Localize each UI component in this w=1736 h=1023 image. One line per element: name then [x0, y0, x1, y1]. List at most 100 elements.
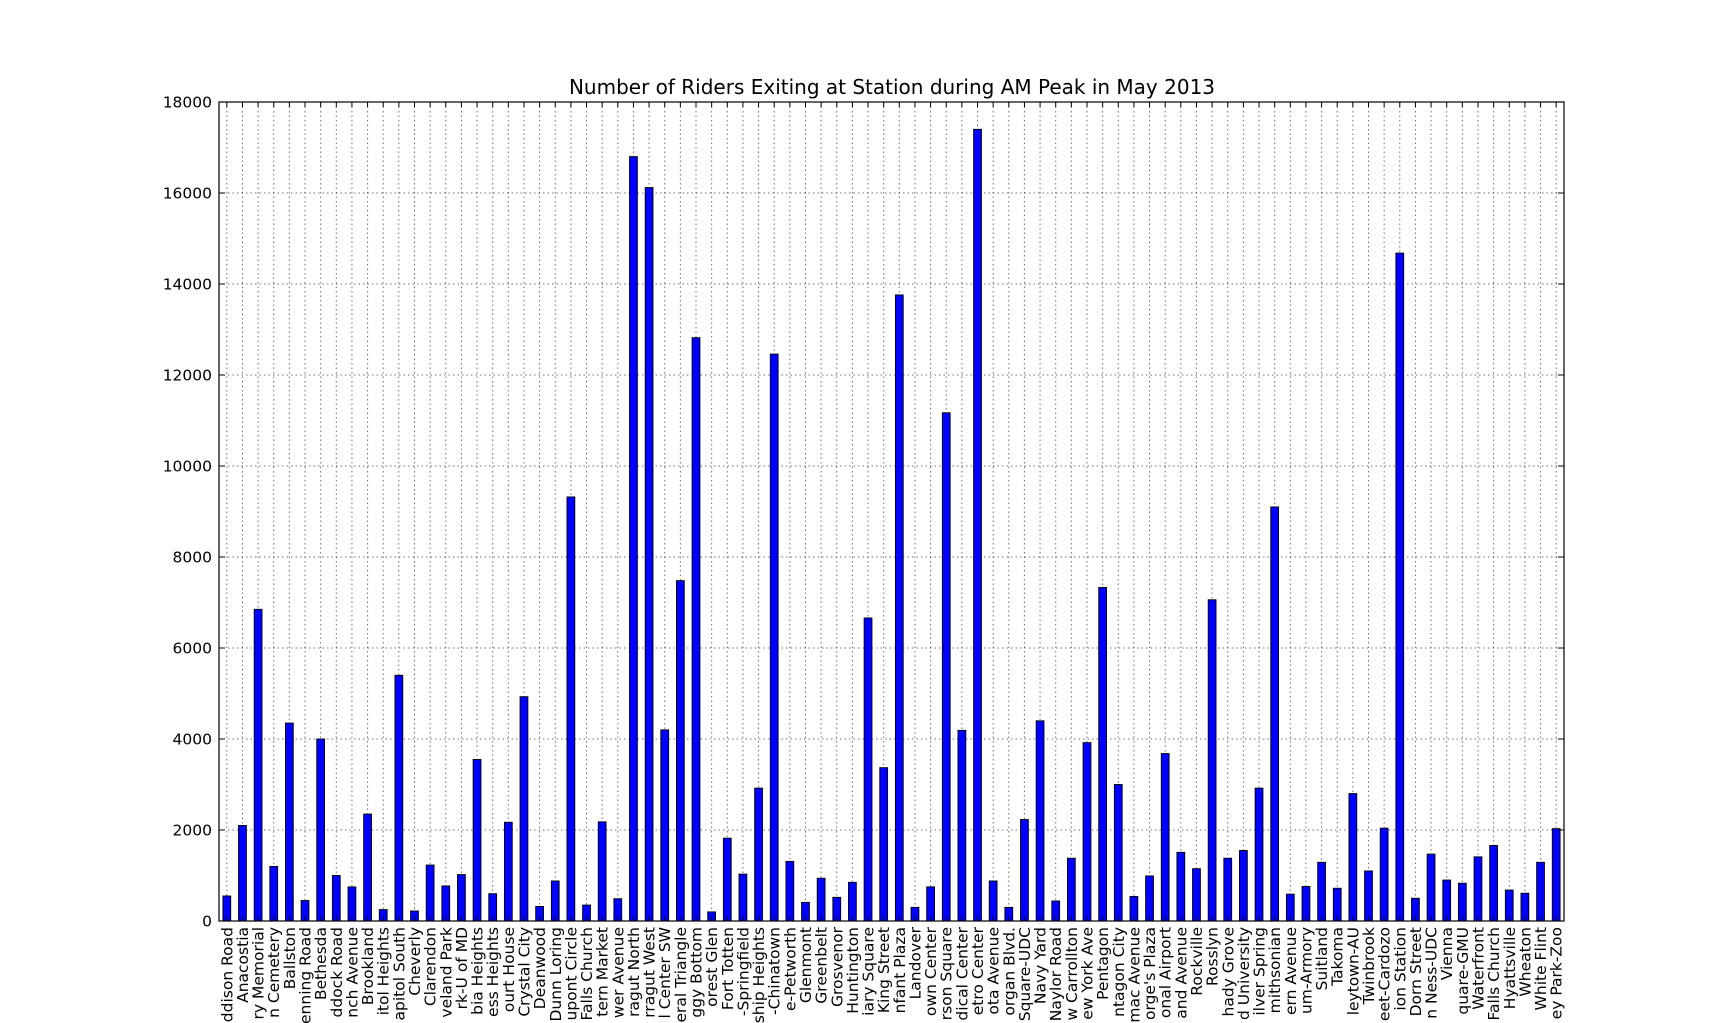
bar — [629, 156, 638, 922]
bar — [1192, 868, 1201, 922]
x-tick-label: rk-U of MD — [453, 927, 471, 1009]
x-tick-label: ggy Bottom — [688, 927, 706, 1018]
bar — [285, 722, 294, 922]
bar — [1364, 870, 1373, 922]
x-tick-label: l Center SW — [656, 927, 674, 1019]
bar — [660, 729, 670, 922]
x-tick-label: Cheverly — [406, 927, 424, 996]
bar — [1098, 587, 1107, 922]
x-tick-label: Rockville — [1188, 927, 1206, 996]
x-tick-label: ern Avenue — [1282, 927, 1300, 1015]
bar — [941, 412, 951, 922]
bar — [1395, 252, 1405, 922]
bar — [722, 837, 732, 922]
y-tick-label: 4000 — [173, 731, 212, 749]
x-tick-label: n Cemetery — [265, 927, 283, 1018]
bar — [1457, 882, 1467, 922]
x-tick-label: mithsonian — [1266, 927, 1284, 1013]
bar — [1035, 720, 1045, 922]
bar — [1426, 853, 1436, 922]
x-tick-label: ota Avenue — [985, 927, 1003, 1015]
bar — [566, 496, 576, 922]
x-tick-label: Navy Yard — [1032, 927, 1050, 1004]
bar — [316, 738, 326, 922]
bar — [644, 187, 654, 922]
x-tick-label: orge's Plaza — [1141, 927, 1159, 1020]
y-tick-label: 2000 — [173, 822, 212, 840]
bar — [879, 767, 889, 922]
x-tick-label: onal Airport — [1157, 927, 1175, 1018]
x-tick-label: bia Heights — [469, 927, 487, 1015]
bar — [550, 880, 560, 922]
bar — [1145, 875, 1154, 922]
bar — [988, 880, 998, 922]
x-tick-label: Square-UDC — [1016, 927, 1034, 1021]
x-tick-label: and Avenue — [1172, 927, 1190, 1019]
x-tick-label: nch Avenue — [343, 927, 361, 1018]
x-tick-label: Grosvenor — [828, 926, 846, 1007]
bar — [957, 729, 967, 922]
x-tick-label: ragut North — [625, 927, 643, 1017]
x-tick-label: etro Center — [969, 926, 987, 1015]
x-tick-label: Wheaton — [1516, 927, 1534, 997]
x-tick-label: ion Station — [1391, 927, 1409, 1011]
x-tick-label: um-Armory — [1297, 927, 1315, 1014]
x-tick-label: iary Square — [860, 927, 878, 1016]
bar — [785, 860, 795, 922]
x-tick-label: n Ness-UDC — [1423, 927, 1441, 1019]
x-tick-label: Takoma — [1329, 927, 1347, 987]
bar — [691, 337, 701, 922]
x-tick-label: rson Square — [938, 927, 956, 1020]
bar — [1442, 879, 1452, 922]
bar — [597, 821, 607, 922]
x-tick-label: Fort Totten — [719, 927, 737, 1010]
x-tick-label: Crystal City — [515, 927, 533, 1017]
x-tick-label: Suitland — [1313, 927, 1331, 991]
x-tick-label: rragut West — [641, 927, 659, 1018]
bar — [1160, 753, 1170, 922]
x-tick-label: ship Heights — [750, 927, 768, 1023]
bar — [363, 813, 372, 922]
bar — [425, 864, 435, 922]
bar — [519, 696, 529, 922]
x-tick-label: Ballston — [281, 927, 299, 989]
x-tick-label: nfant Plaza — [891, 927, 909, 1013]
bar — [253, 608, 263, 922]
x-tick-label: -Chinatown — [766, 927, 784, 1015]
bar — [1082, 742, 1092, 922]
bar — [1223, 857, 1233, 922]
bar — [1020, 819, 1029, 922]
x-tick-label: ess Heights — [484, 927, 502, 1017]
x-tick-label: veland Park — [437, 927, 455, 1018]
bar — [1317, 861, 1326, 922]
bar — [1489, 845, 1498, 922]
bar — [1113, 784, 1123, 922]
bar — [394, 674, 404, 922]
x-tick-label: Glenmont — [797, 927, 815, 1003]
x-tick-label: Greenbelt — [813, 927, 831, 1004]
bar — [1536, 861, 1545, 922]
x-tick-label: organ Blvd. — [1000, 927, 1018, 1016]
bar — [769, 353, 779, 922]
bar — [1551, 828, 1561, 922]
bar — [738, 873, 748, 922]
x-tick-label: Dunn Loring — [547, 927, 565, 1022]
x-tick-label: Dorn Street — [1407, 927, 1425, 1016]
x-tick-label: Hyattsville — [1501, 927, 1519, 1009]
bar — [1379, 827, 1389, 922]
x-tick-label: Huntington — [844, 927, 862, 1014]
x-tick-label: Waterfront — [1469, 927, 1487, 1010]
x-tick-label: enning Road — [297, 927, 315, 1023]
x-tick-label: e-Petworth — [781, 927, 799, 1011]
x-tick-label: Pentagon — [1094, 927, 1112, 1000]
x-tick-label: apitol South — [390, 927, 408, 1020]
x-tick-label: Anacostia — [234, 927, 252, 1003]
bar — [1066, 857, 1076, 922]
x-tick-label: ew York Ave — [1078, 927, 1096, 1020]
bar — [1239, 850, 1248, 922]
bar — [1254, 787, 1264, 922]
y-axis: 0 2000 4000 6000 8000 10000 12000 14000 16000 180… — [163, 94, 1564, 931]
y-tick-label: 12000 — [163, 367, 212, 385]
